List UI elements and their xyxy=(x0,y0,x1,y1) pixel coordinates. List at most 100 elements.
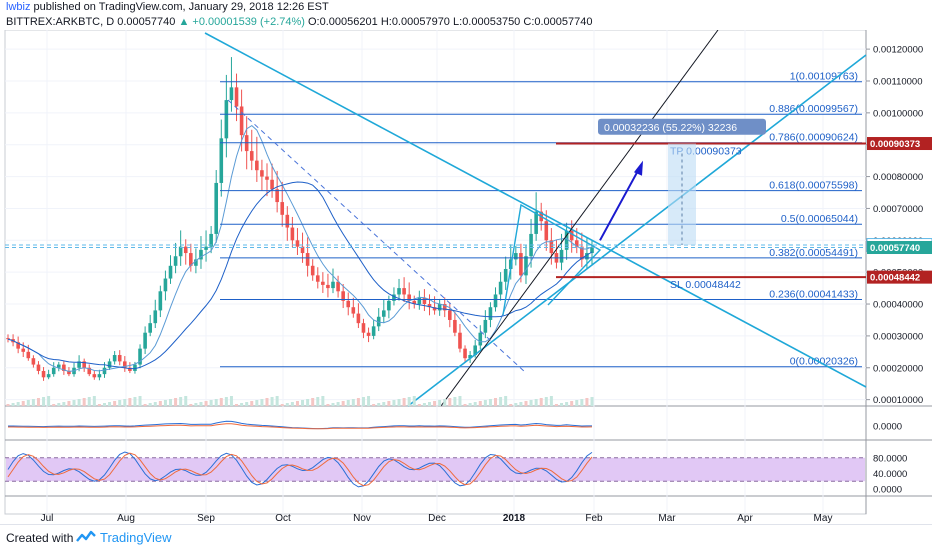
volume-bar xyxy=(494,398,498,406)
candle-body xyxy=(62,364,66,371)
candle-body xyxy=(463,348,467,359)
candle-body xyxy=(321,281,325,285)
y-tick-label: 0.00100000 xyxy=(873,108,923,119)
candle-body xyxy=(468,355,472,359)
measure-label-text: 0.00032236 (55.22%) 32236 xyxy=(604,122,737,134)
candle-body xyxy=(371,326,376,336)
candle-body xyxy=(412,300,417,305)
target-zone xyxy=(668,143,696,246)
volume-bar xyxy=(372,404,376,406)
volume-bar xyxy=(113,401,117,406)
candle-body xyxy=(51,367,56,375)
volume-bar xyxy=(214,399,218,406)
stoch-d-line xyxy=(7,452,593,487)
candle-body xyxy=(559,249,564,263)
price-tag xyxy=(867,137,932,151)
y-tick-label: 0.00020000 xyxy=(873,363,923,374)
fib-level-label: 0.618(0.00075598) xyxy=(769,180,858,192)
measure-label-box xyxy=(598,118,766,135)
candle-body xyxy=(133,364,137,371)
volume-bar xyxy=(306,399,310,406)
candle-body xyxy=(189,253,193,266)
macd-tick-label: 0.0000 xyxy=(873,422,902,433)
candle-body xyxy=(585,253,589,260)
volume-bar xyxy=(11,403,15,406)
candle-body xyxy=(417,297,422,305)
volume-bar xyxy=(397,399,401,406)
volume-bar xyxy=(204,401,208,406)
volume-bar xyxy=(316,397,320,406)
dashed-trendline xyxy=(227,99,526,373)
tradingview-brand[interactable]: TradingView xyxy=(100,530,172,545)
candle-body xyxy=(214,182,219,234)
volume-bar xyxy=(97,404,101,406)
resistance-trendline xyxy=(204,32,867,388)
fib-level-label: 0.886(0.00099567) xyxy=(769,103,858,115)
support-trendline xyxy=(407,54,867,407)
volume-bar xyxy=(77,399,81,406)
ohlc-low-label: L: xyxy=(453,16,463,28)
candle-body xyxy=(300,246,305,254)
volume-bar xyxy=(194,403,198,406)
candle-body xyxy=(209,233,213,247)
candle-body xyxy=(260,170,264,177)
x-tick-label: Nov xyxy=(353,513,371,524)
volume-bar xyxy=(280,404,284,406)
volume-bar xyxy=(321,396,325,406)
volume-bar xyxy=(250,401,254,406)
y-tick-label: 0.00080000 xyxy=(873,172,923,183)
volume-bar xyxy=(128,398,132,406)
volume-bar xyxy=(21,401,25,406)
volume-bar xyxy=(514,403,518,406)
volume-bar xyxy=(539,398,543,406)
stoch-band xyxy=(6,457,865,482)
volume-bar xyxy=(544,397,548,406)
candle-body xyxy=(280,202,285,215)
candle-body xyxy=(402,288,406,295)
volume-bar xyxy=(560,403,564,406)
volume-bar xyxy=(6,404,10,406)
volume-bar xyxy=(580,399,584,406)
candle-body xyxy=(437,304,442,311)
volume-bar xyxy=(427,402,431,406)
volume-bar xyxy=(189,404,193,406)
volume-bar xyxy=(295,401,299,406)
fib-level-label: 1(0.00109763) xyxy=(790,71,858,83)
y-tick-label: 0.00070000 xyxy=(873,204,923,215)
volume-bar xyxy=(42,397,46,406)
volume-bar xyxy=(483,400,487,406)
candle-body xyxy=(341,291,345,301)
candle-body xyxy=(102,367,107,375)
volume-bar xyxy=(174,398,178,406)
candle-body xyxy=(178,246,183,257)
candle-body xyxy=(16,342,20,349)
candle-body xyxy=(41,370,46,378)
volume-bar xyxy=(570,401,574,406)
candle-body xyxy=(275,189,279,203)
change-arrow-icon: ▲ xyxy=(178,16,190,28)
x-tick-label: May xyxy=(814,513,833,524)
black-trendline xyxy=(440,30,719,407)
x-tick-label: Aug xyxy=(117,513,135,524)
price-series xyxy=(6,57,594,381)
volume-bar xyxy=(57,403,61,406)
candle-body xyxy=(315,275,320,282)
candle-body xyxy=(234,87,239,107)
candle-body xyxy=(346,300,351,308)
publish-line: lwbiz published on TradingView.com, Janu… xyxy=(6,1,329,13)
volume-bar xyxy=(36,398,40,406)
ohlc-open: 0.00056201 xyxy=(319,16,378,28)
ohlc-low: 0.00053750 xyxy=(462,16,521,28)
candle-body xyxy=(265,176,269,180)
candle-body xyxy=(519,253,523,276)
candle-body xyxy=(397,288,401,295)
volume-bar xyxy=(433,401,437,406)
chart-canvas[interactable]: 1(0.00109763) 0.886(0.00099567) 0.786(0.00… xyxy=(0,30,932,524)
candle-body xyxy=(36,364,41,371)
tradingview-logo-icon[interactable] xyxy=(76,529,96,545)
author-link[interactable]: lwbiz xyxy=(6,1,31,13)
candle-body xyxy=(112,355,117,362)
volume-bar xyxy=(118,400,122,406)
candle-body xyxy=(163,278,168,292)
candle-body xyxy=(580,246,584,260)
